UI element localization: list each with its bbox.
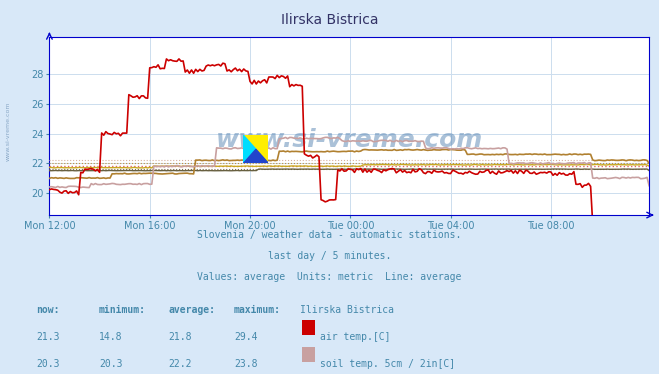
Polygon shape (243, 135, 256, 163)
Text: last day / 5 minutes.: last day / 5 minutes. (268, 251, 391, 261)
Text: Values: average  Units: metric  Line: average: Values: average Units: metric Line: aver… (197, 272, 462, 282)
Text: 21.3: 21.3 (36, 332, 60, 342)
Text: soil temp. 5cm / 2in[C]: soil temp. 5cm / 2in[C] (320, 359, 455, 369)
Text: 23.8: 23.8 (234, 359, 258, 369)
Text: air temp.[C]: air temp.[C] (320, 332, 390, 342)
Text: Ilirska Bistrica: Ilirska Bistrica (300, 305, 394, 315)
Text: 14.8: 14.8 (99, 332, 123, 342)
Text: 29.4: 29.4 (234, 332, 258, 342)
Text: 22.2: 22.2 (168, 359, 192, 369)
Polygon shape (243, 149, 268, 163)
Text: Ilirska Bistrica: Ilirska Bistrica (281, 13, 378, 27)
Text: 20.3: 20.3 (99, 359, 123, 369)
Text: www.si-vreme.com: www.si-vreme.com (5, 101, 11, 161)
Text: now:: now: (36, 305, 60, 315)
Text: www.si-vreme.com: www.si-vreme.com (215, 128, 483, 153)
Text: maximum:: maximum: (234, 305, 281, 315)
Text: 21.8: 21.8 (168, 332, 192, 342)
Text: average:: average: (168, 305, 215, 315)
Text: 20.3: 20.3 (36, 359, 60, 369)
Text: minimum:: minimum: (99, 305, 146, 315)
Text: Slovenia / weather data - automatic stations.: Slovenia / weather data - automatic stat… (197, 230, 462, 240)
